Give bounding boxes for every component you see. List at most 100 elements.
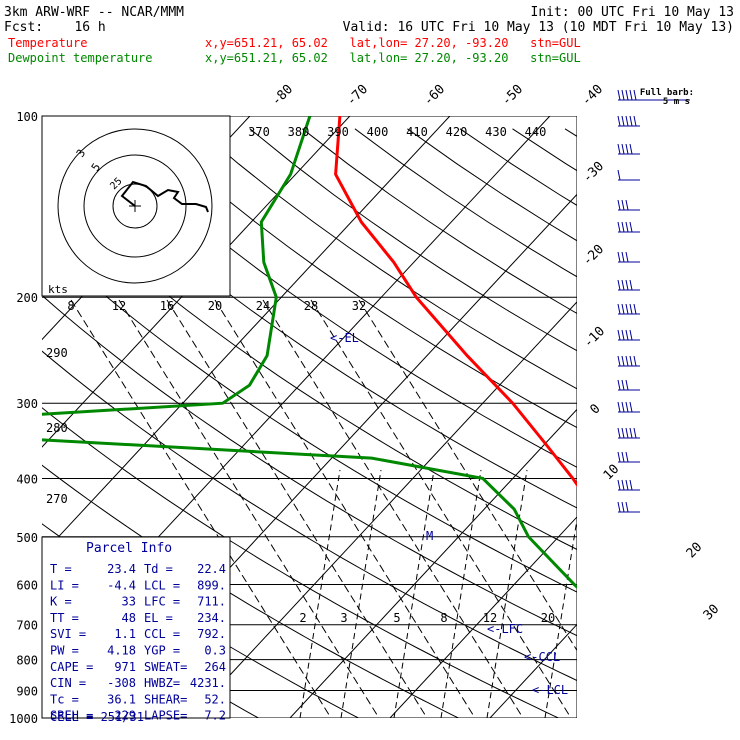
dewpoint-line — [42, 116, 577, 590]
wind-barb-feather — [617, 501, 621, 513]
dry-adiabat-line — [42, 184, 577, 551]
wind-barb-feather — [621, 279, 625, 291]
wind-barb-feather — [621, 303, 625, 315]
isotherm-label: -60 — [421, 82, 448, 109]
parcel-param-name: T = — [50, 562, 72, 576]
hodo-ring-inner — [112, 183, 158, 229]
parcel-param-name: SHEAR= — [144, 692, 187, 706]
parcel-param-name: HWBZ= — [144, 676, 180, 690]
dry-adiabat-line — [723, 129, 740, 731]
parcel-param-value: 48 — [122, 611, 136, 625]
parcel-param-name: PW = — [50, 644, 79, 658]
parcel-param-name: SVI = — [50, 627, 86, 641]
isotherm-label: -50 — [499, 82, 526, 109]
legend-temperature-location: x,y=651.21, 65.02 lat,lon= 27.20, -93.20… — [205, 36, 581, 50]
isotherm-label: 20 — [684, 540, 706, 562]
forecast-hour: Fcst: 16 h — [4, 20, 106, 35]
mixing-ratio-label: 5 — [393, 611, 400, 625]
hodo-speed-guide — [358, 299, 577, 652]
wind-barb-feather — [625, 115, 629, 127]
pressure-label: 800 — [16, 654, 38, 668]
theta-e-label: 280 — [46, 421, 68, 435]
wind-barb-feather — [617, 199, 621, 211]
wind-barb-feather — [621, 221, 625, 233]
parcel-param-name: SWEAT= — [144, 660, 187, 674]
wind-barb-feather — [629, 479, 633, 491]
legend-dewpoint-location: x,y=651.21, 65.02 lat,lon= 27.20, -93.20… — [205, 51, 581, 65]
wind-barb-feather — [625, 143, 629, 155]
dry-adiabat-line — [42, 350, 577, 682]
wind-barb-feather — [629, 303, 633, 315]
dry-adiabat-line — [459, 128, 577, 206]
wind-barb-feather — [621, 401, 625, 413]
wind-barb-feather — [625, 221, 629, 233]
mixing-ratio-label: 8 — [440, 611, 447, 625]
isotherm-label: 30 — [701, 602, 723, 624]
parcel-param-value: 899. — [197, 578, 226, 592]
isotherm-label: 0 — [587, 401, 603, 417]
wind-barb-feather — [625, 329, 629, 341]
wind-barb-feather — [621, 143, 625, 155]
isotherm-label: -80 — [269, 82, 296, 109]
parcel-param-value: 1.1 — [114, 627, 136, 641]
parcel-param-name: LFC = — [144, 595, 180, 609]
parcel-param-value: 4231. — [190, 676, 226, 690]
parcel-param-name: CAPE = — [50, 660, 93, 674]
parcel-param-value: 0.3 — [204, 644, 226, 658]
isotherm-line — [690, 116, 740, 718]
wind-barb-feather — [621, 379, 625, 391]
dry-adiabat-line — [42, 130, 577, 509]
pressure-label: 1000 — [9, 712, 38, 726]
hodo-speed-guide — [262, 299, 524, 718]
parcel-param-value: -4.4 — [107, 578, 136, 592]
hodo-speed-label: 16 — [160, 299, 174, 313]
isotherm-label: -20 — [580, 242, 607, 269]
parcel-param-name: Td = — [144, 562, 173, 576]
parcel-param-name: CIN = — [50, 676, 86, 690]
isotherm-line — [189, 301, 577, 718]
wind-barb-feather — [621, 427, 625, 439]
wind-barb-feather — [629, 355, 633, 367]
pressure-label: 200 — [16, 291, 38, 305]
wind-barb-feather — [617, 427, 621, 439]
dry-adiabat-line — [407, 128, 577, 242]
wind-barb-feather — [625, 199, 629, 211]
parcel-param-name: TT = — [50, 611, 79, 625]
pressure-label: 100 — [16, 110, 38, 124]
theta-label: 430 — [485, 125, 507, 139]
parcel-param-value: 23.4 — [107, 562, 136, 576]
pressure-label: 300 — [16, 397, 38, 411]
mixing-ratio-label: 20 — [541, 611, 555, 625]
wind-barb-feather — [625, 379, 629, 391]
level-annotation: <-CCL — [524, 650, 560, 664]
wind-barb-feather — [625, 401, 629, 413]
wind-barb-feather — [625, 251, 629, 263]
wind-barb-feather — [617, 251, 621, 263]
hodo-speed-guide — [310, 299, 572, 718]
wind-barb-feather — [621, 199, 625, 211]
wind-barb-feather — [621, 479, 625, 491]
dry-adiabat-line — [196, 128, 577, 390]
barb-legend-line2: 5 m s — [663, 97, 690, 107]
wind-barb-feather — [617, 479, 621, 491]
wind-barb-feather — [621, 115, 625, 127]
valid-time: Valid: 16 UTC Fri 10 May 13 (10 MDT Fri … — [343, 20, 734, 35]
wind-barb-feather — [621, 451, 625, 463]
wind-barb-feather — [621, 329, 625, 341]
wind-barb-feather — [625, 501, 629, 513]
parcel-param-value: 36.1 — [107, 692, 136, 706]
wind-barb-feather — [629, 279, 633, 291]
wind-barb-feather — [633, 355, 637, 367]
mixing-ratio-label: 12 — [483, 611, 497, 625]
wind-barb-feather — [625, 355, 629, 367]
dry-adiabat-line — [42, 239, 577, 593]
mixing-ratio-line — [544, 516, 577, 718]
wind-barb-feather — [617, 303, 621, 315]
wind-barb-feather — [621, 251, 625, 263]
wind-barb-feather — [617, 355, 621, 367]
pressure-label: 400 — [16, 472, 38, 486]
wind-barb-feather — [629, 143, 633, 155]
level-annotation: <-LFC — [487, 622, 523, 636]
parcel-param-name: EL = — [144, 611, 173, 625]
hodo-speed-label: 20 — [208, 299, 222, 313]
